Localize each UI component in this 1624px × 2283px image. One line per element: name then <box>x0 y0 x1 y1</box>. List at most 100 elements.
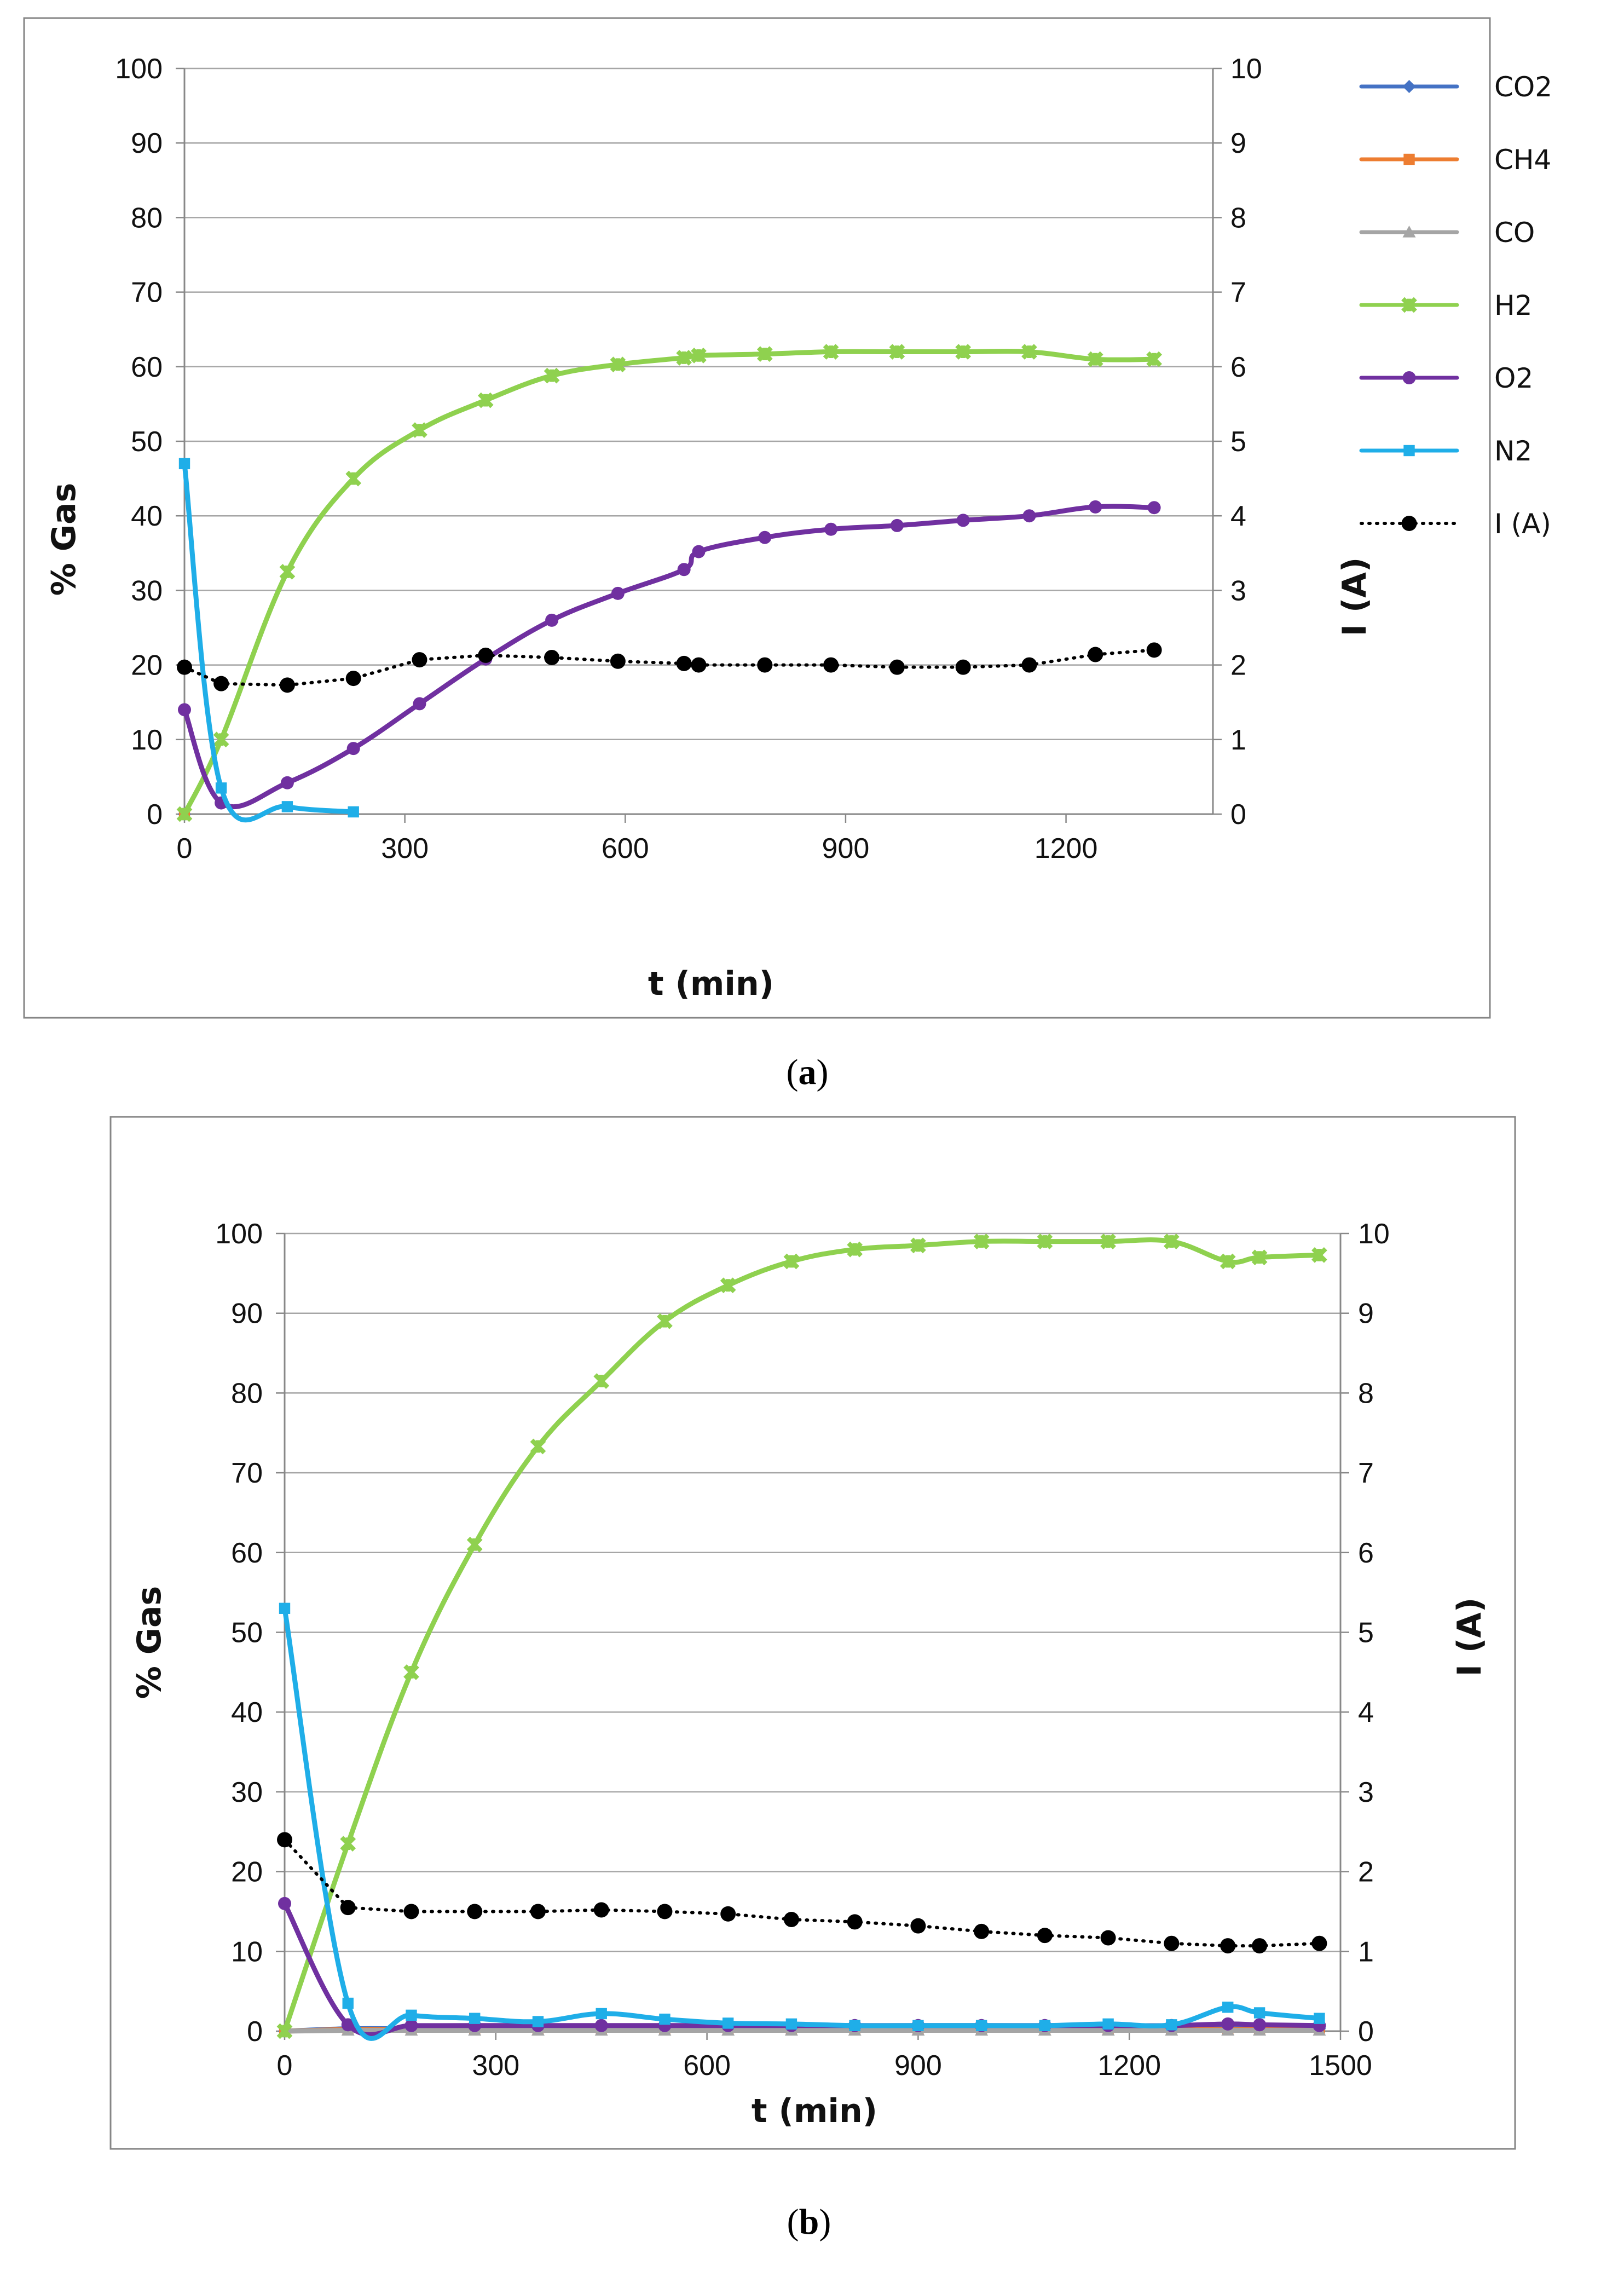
b-point-n2 <box>722 2017 734 2029</box>
b-point-n2 <box>975 2020 987 2032</box>
a-x-tick-label: 300 <box>381 833 429 864</box>
legend-entry-h2: H2 <box>1359 290 1532 321</box>
chart-a-caption-open: ( <box>787 1052 799 1092</box>
b-x-tick-label: 1200 <box>1097 2050 1161 2082</box>
chart-b-x-axis-title: t (min) <box>752 2092 877 2130</box>
a-line-h2 <box>182 348 1157 817</box>
a-right-tick-label: 2 <box>1230 650 1246 682</box>
b-point-n2 <box>912 2020 924 2032</box>
chart-b-y-axis-title: % Gas <box>130 1586 169 1699</box>
b-point-h2 <box>1037 1233 1053 1249</box>
a-point-h2 <box>544 367 560 384</box>
legend-label-n2: N2 <box>1494 435 1532 467</box>
b-left-tick-label: 60 <box>231 1537 263 1569</box>
chart-a-frame <box>23 17 1491 1019</box>
chart-b-caption-open: ( <box>787 2202 799 2242</box>
a-point-o2 <box>692 545 706 558</box>
a-x-tick-label: 1200 <box>1034 833 1098 864</box>
a-point-h2 <box>823 344 839 360</box>
a-point-o2 <box>346 742 360 756</box>
chart-b-left-ticks: 0 10 20 30 40 50 60 70 80 90 100 <box>215 1218 263 2048</box>
a-left-tick-label: 60 <box>131 351 163 383</box>
b-x-tick-label: 1500 <box>1309 2050 1372 2082</box>
b-point-n2 <box>1039 2020 1051 2032</box>
a-left-tick-label: 50 <box>131 426 163 458</box>
b-point-n2 <box>1102 2018 1114 2030</box>
b-right-tick-label: 0 <box>1358 2016 1374 2048</box>
b-x-tick-label: 600 <box>683 2050 731 2082</box>
chart-b-y2-axis-title: I (A) <box>1450 1598 1489 1677</box>
b-point-h2 <box>720 1277 736 1294</box>
a-point-i-a <box>1088 647 1103 662</box>
b-point-h2 <box>910 1237 926 1254</box>
b-left-tick-label: 100 <box>215 1218 263 1250</box>
a-right-tick-label: 7 <box>1230 277 1246 309</box>
b-point-h2 <box>1251 1249 1268 1266</box>
b-point-n2 <box>1166 2019 1177 2031</box>
a-x-tick-label: 0 <box>177 833 193 864</box>
a-point-i-a <box>345 671 361 687</box>
b-series-i-a <box>277 1832 1327 1954</box>
b-series-n2 <box>279 1602 1325 2041</box>
b-left-tick-label: 70 <box>231 1457 263 1489</box>
a-point-n2 <box>215 782 227 794</box>
b-point-o2 <box>594 2019 608 2032</box>
a-series-h2 <box>176 344 1162 822</box>
b-point-h2 <box>1220 1253 1236 1270</box>
b-right-tick-label: 4 <box>1358 1697 1374 1728</box>
b-right-tick-label: 5 <box>1358 1617 1374 1649</box>
b-point-h2 <box>1311 1247 1327 1263</box>
a-left-tick-label: 40 <box>131 500 163 532</box>
chart-b-right-ticks: 0 1 2 3 4 5 6 7 8 9 10 <box>1358 1218 1390 2048</box>
a-point-h2 <box>756 346 773 362</box>
b-point-n2 <box>469 2013 481 2024</box>
a-left-tick-label: 70 <box>131 277 163 309</box>
b-point-i-a <box>1252 1938 1268 1954</box>
a-point-i-a <box>177 659 192 675</box>
a-left-tick-label: 100 <box>115 53 163 85</box>
b-point-h2 <box>530 1438 546 1455</box>
a-point-o2 <box>1089 500 1102 514</box>
a-point-h2 <box>676 350 692 366</box>
b-line-n2 <box>282 1606 1322 2041</box>
chart-b: 0 10 20 30 40 50 60 70 80 90 100 0 1 2 3 4 5 6 7 8 9 10 0 300… <box>109 1116 1516 2150</box>
b-left-tick-label: 10 <box>231 1936 263 1968</box>
a-right-tick-label: 1 <box>1230 724 1246 756</box>
a-point-h2 <box>691 348 707 364</box>
a-right-tick-label: 3 <box>1230 575 1246 607</box>
legend-entry-o2: O2 <box>1359 362 1533 394</box>
b-point-o2 <box>1221 2017 1235 2031</box>
chart-a-right-ticks: 0 1 2 3 4 5 6 7 8 9 10 <box>1230 53 1262 831</box>
b-point-i-a <box>847 1914 863 1930</box>
a-point-o2 <box>677 563 691 576</box>
a-point-n2 <box>178 458 190 470</box>
legend-entry-ch4: CH4 <box>1359 144 1551 176</box>
a-point-i-a <box>691 657 707 673</box>
a-point-o2 <box>545 613 559 627</box>
b-point-i-a <box>974 1923 990 1939</box>
b-point-h2 <box>783 1253 800 1270</box>
b-point-n2 <box>1314 2013 1325 2024</box>
b-series-h2 <box>276 1233 1327 2039</box>
a-left-tick-label: 20 <box>131 650 163 682</box>
legend-marker-ch4 <box>1403 153 1415 165</box>
a-point-i-a <box>676 655 692 671</box>
chart-a-x-axis-title: t (min) <box>648 965 774 1003</box>
chart-a-y-axis-title: % Gas <box>45 483 83 596</box>
b-left-tick-label: 40 <box>231 1697 263 1728</box>
a-right-tick-label: 4 <box>1230 500 1246 532</box>
chart-a-caption-letter: a <box>799 1052 817 1092</box>
b-point-h2 <box>1163 1233 1180 1249</box>
a-point-n2 <box>348 806 359 818</box>
a-point-h2 <box>412 422 427 438</box>
legend-marker-n2 <box>1403 445 1415 457</box>
b-left-tick-label: 80 <box>231 1377 263 1409</box>
a-point-h2 <box>176 806 193 822</box>
a-line-o2 <box>182 504 1157 810</box>
a-left-tick-label: 10 <box>131 724 163 756</box>
b-left-tick-label: 20 <box>231 1857 263 1888</box>
a-point-o2 <box>280 776 294 789</box>
b-point-i-a <box>910 1918 926 1934</box>
a-point-o2 <box>1147 501 1161 515</box>
a-point-h2 <box>477 392 494 408</box>
